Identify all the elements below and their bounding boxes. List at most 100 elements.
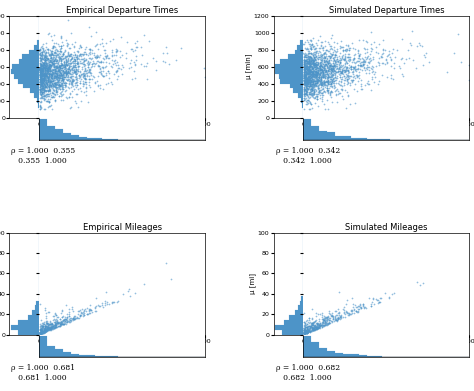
Point bbox=[300, 88, 308, 94]
Point bbox=[42, 68, 49, 74]
Point bbox=[52, 323, 59, 329]
Point bbox=[72, 312, 79, 319]
Point bbox=[40, 78, 47, 84]
Point bbox=[305, 89, 313, 95]
Point bbox=[306, 69, 314, 75]
Point bbox=[85, 68, 93, 74]
Point bbox=[320, 54, 328, 61]
Point bbox=[328, 65, 335, 71]
Point bbox=[41, 326, 49, 332]
Point bbox=[340, 73, 348, 79]
Point bbox=[364, 54, 371, 61]
Point bbox=[332, 312, 340, 319]
Point bbox=[74, 49, 82, 56]
Point bbox=[44, 324, 52, 330]
Point bbox=[51, 72, 58, 78]
Point bbox=[91, 304, 99, 310]
Point bbox=[301, 74, 309, 80]
Point bbox=[320, 323, 328, 329]
Point bbox=[309, 75, 317, 82]
Point bbox=[365, 66, 373, 73]
Point bbox=[74, 66, 82, 72]
Point bbox=[77, 97, 84, 104]
Point bbox=[345, 54, 352, 60]
Point bbox=[48, 70, 56, 76]
Point bbox=[301, 72, 308, 79]
Point bbox=[49, 94, 56, 100]
Point bbox=[309, 81, 317, 88]
Point bbox=[68, 94, 76, 100]
Point bbox=[39, 329, 46, 335]
Point bbox=[302, 78, 310, 84]
Point bbox=[62, 53, 69, 59]
Point bbox=[307, 38, 315, 45]
Point bbox=[303, 52, 311, 58]
Point bbox=[55, 55, 63, 61]
Point bbox=[58, 307, 66, 313]
Point bbox=[57, 321, 64, 327]
Point bbox=[300, 86, 308, 92]
Point bbox=[331, 63, 338, 69]
Point bbox=[37, 74, 45, 80]
Point bbox=[70, 69, 78, 75]
Point bbox=[41, 322, 48, 328]
Point bbox=[51, 60, 59, 66]
Point bbox=[374, 50, 382, 56]
Point bbox=[309, 59, 317, 65]
Point bbox=[328, 84, 336, 91]
Point bbox=[314, 325, 321, 331]
Point bbox=[311, 64, 319, 70]
Point bbox=[304, 80, 312, 86]
Point bbox=[323, 67, 330, 74]
Point bbox=[42, 71, 50, 77]
Point bbox=[42, 98, 49, 104]
Point bbox=[81, 68, 88, 74]
Point bbox=[366, 51, 374, 57]
Point bbox=[335, 58, 342, 64]
Point bbox=[38, 324, 46, 330]
Point bbox=[43, 87, 51, 93]
Point bbox=[317, 79, 324, 85]
Point bbox=[310, 58, 318, 64]
Point bbox=[53, 314, 60, 320]
Title: Simulated Mileages: Simulated Mileages bbox=[345, 223, 428, 232]
Point bbox=[38, 67, 46, 73]
Point bbox=[355, 65, 362, 72]
Point bbox=[43, 67, 50, 73]
Point bbox=[303, 46, 311, 52]
Point bbox=[37, 78, 45, 84]
Point bbox=[307, 324, 314, 330]
Point bbox=[91, 79, 99, 85]
Point bbox=[46, 327, 54, 333]
Point bbox=[37, 57, 45, 63]
Point bbox=[315, 68, 322, 75]
Point bbox=[338, 93, 346, 99]
Point bbox=[338, 54, 346, 60]
Point bbox=[56, 319, 64, 326]
Point bbox=[345, 74, 352, 81]
Point bbox=[304, 86, 311, 92]
Point bbox=[88, 70, 95, 76]
Point bbox=[51, 83, 59, 90]
Point bbox=[312, 50, 319, 56]
Point bbox=[316, 321, 323, 327]
Point bbox=[327, 81, 334, 88]
Point bbox=[308, 76, 315, 82]
Point bbox=[37, 326, 45, 332]
Point bbox=[309, 325, 317, 332]
Point bbox=[65, 60, 73, 66]
Point bbox=[457, 59, 465, 65]
Point bbox=[302, 80, 310, 86]
Point bbox=[39, 66, 47, 72]
Point bbox=[300, 331, 308, 337]
Point bbox=[48, 89, 56, 95]
Point bbox=[53, 86, 60, 92]
Point bbox=[68, 88, 76, 94]
Point bbox=[338, 53, 346, 59]
Point bbox=[301, 330, 308, 336]
Point bbox=[41, 67, 49, 74]
Point bbox=[302, 329, 310, 335]
Point bbox=[39, 79, 46, 86]
Point bbox=[39, 78, 47, 84]
Point bbox=[310, 56, 318, 62]
